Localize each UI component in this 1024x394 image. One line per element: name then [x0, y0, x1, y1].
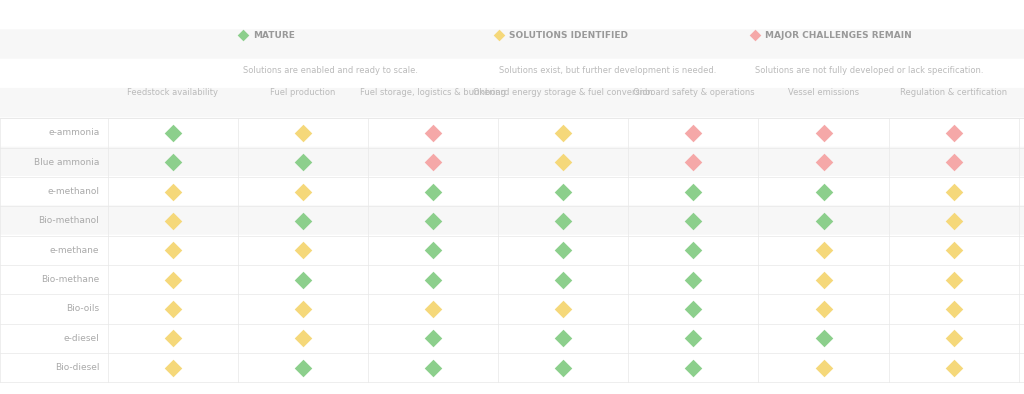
- Point: [555, 306, 571, 312]
- Point: [555, 335, 571, 341]
- FancyBboxPatch shape: [0, 29, 1024, 295]
- Text: Onboard energy storage & fuel conversion: Onboard energy storage & fuel conversion: [473, 87, 653, 97]
- Point: [815, 247, 831, 253]
- Text: e-methane: e-methane: [50, 246, 99, 255]
- Text: Feedstock availability: Feedstock availability: [127, 87, 218, 97]
- Text: Bio-oils: Bio-oils: [67, 304, 99, 313]
- FancyBboxPatch shape: [0, 147, 1024, 394]
- Point: [685, 306, 701, 312]
- Point: [685, 188, 701, 195]
- Point: [815, 306, 831, 312]
- Text: Regulation & certification: Regulation & certification: [900, 87, 1008, 97]
- Text: SOLUTIONS IDENTIFIED: SOLUTIONS IDENTIFIED: [509, 31, 628, 40]
- Point: [685, 335, 701, 341]
- Point: [425, 276, 441, 282]
- Point: [945, 218, 962, 224]
- Point: [555, 276, 571, 282]
- Point: [165, 218, 181, 224]
- Point: [425, 159, 441, 165]
- Text: Onboard safety & operations: Onboard safety & operations: [633, 87, 755, 97]
- Text: Solutions exist, but further development is needed.: Solutions exist, but further development…: [499, 67, 716, 75]
- FancyBboxPatch shape: [0, 235, 1024, 394]
- Text: MAJOR CHALLENGES REMAIN: MAJOR CHALLENGES REMAIN: [765, 31, 911, 40]
- FancyBboxPatch shape: [0, 117, 1024, 383]
- Point: [815, 159, 831, 165]
- Point: [165, 159, 181, 165]
- Point: [555, 188, 571, 195]
- Text: MATURE: MATURE: [253, 31, 295, 40]
- Point: [295, 159, 311, 165]
- Text: e-methanol: e-methanol: [47, 187, 99, 196]
- Point: [165, 335, 181, 341]
- Point: [685, 276, 701, 282]
- Text: Bio-diesel: Bio-diesel: [55, 363, 99, 372]
- Text: e-diesel: e-diesel: [63, 334, 99, 343]
- Point: [295, 130, 311, 136]
- Point: [945, 335, 962, 341]
- Point: [555, 159, 571, 165]
- FancyBboxPatch shape: [0, 176, 1024, 394]
- Point: [165, 364, 181, 371]
- Point: [815, 364, 831, 371]
- Text: Blue ammonia: Blue ammonia: [34, 158, 99, 167]
- Point: [165, 130, 181, 136]
- Text: e-ammonia: e-ammonia: [48, 128, 99, 138]
- Point: [685, 159, 701, 165]
- Point: [945, 188, 962, 195]
- Point: [234, 32, 251, 39]
- Point: [945, 159, 962, 165]
- Point: [815, 130, 831, 136]
- Point: [555, 218, 571, 224]
- Point: [685, 247, 701, 253]
- Point: [425, 364, 441, 371]
- Point: [945, 276, 962, 282]
- Text: Vessel emissions: Vessel emissions: [788, 87, 859, 97]
- Point: [295, 364, 311, 371]
- Text: Fuel production: Fuel production: [270, 87, 336, 97]
- Point: [945, 130, 962, 136]
- FancyBboxPatch shape: [0, 205, 1024, 394]
- Point: [945, 247, 962, 253]
- Point: [165, 247, 181, 253]
- Point: [295, 335, 311, 341]
- Point: [490, 32, 507, 39]
- Point: [815, 188, 831, 195]
- Text: Bio-methane: Bio-methane: [41, 275, 99, 284]
- Point: [555, 364, 571, 371]
- Point: [425, 188, 441, 195]
- Point: [425, 247, 441, 253]
- Point: [295, 276, 311, 282]
- Point: [295, 188, 311, 195]
- FancyBboxPatch shape: [0, 59, 1024, 324]
- Point: [815, 335, 831, 341]
- FancyBboxPatch shape: [0, 0, 1024, 266]
- Text: Fuel storage, logistics & bunkering: Fuel storage, logistics & bunkering: [360, 87, 506, 97]
- Point: [425, 130, 441, 136]
- Point: [746, 32, 763, 39]
- Point: [815, 218, 831, 224]
- Point: [295, 306, 311, 312]
- Text: Bio-methanol: Bio-methanol: [39, 216, 99, 225]
- Point: [555, 130, 571, 136]
- Point: [685, 130, 701, 136]
- Text: Solutions are not fully developed or lack specification.: Solutions are not fully developed or lac…: [755, 67, 983, 75]
- Point: [425, 335, 441, 341]
- Point: [165, 276, 181, 282]
- Point: [165, 306, 181, 312]
- Point: [165, 188, 181, 195]
- Point: [945, 306, 962, 312]
- Point: [295, 218, 311, 224]
- Point: [815, 276, 831, 282]
- Text: Solutions are enabled and ready to scale.: Solutions are enabled and ready to scale…: [243, 67, 418, 75]
- Point: [685, 218, 701, 224]
- Point: [945, 364, 962, 371]
- Point: [295, 247, 311, 253]
- Point: [425, 218, 441, 224]
- Point: [555, 247, 571, 253]
- Point: [425, 306, 441, 312]
- FancyBboxPatch shape: [0, 88, 1024, 354]
- Point: [685, 364, 701, 371]
